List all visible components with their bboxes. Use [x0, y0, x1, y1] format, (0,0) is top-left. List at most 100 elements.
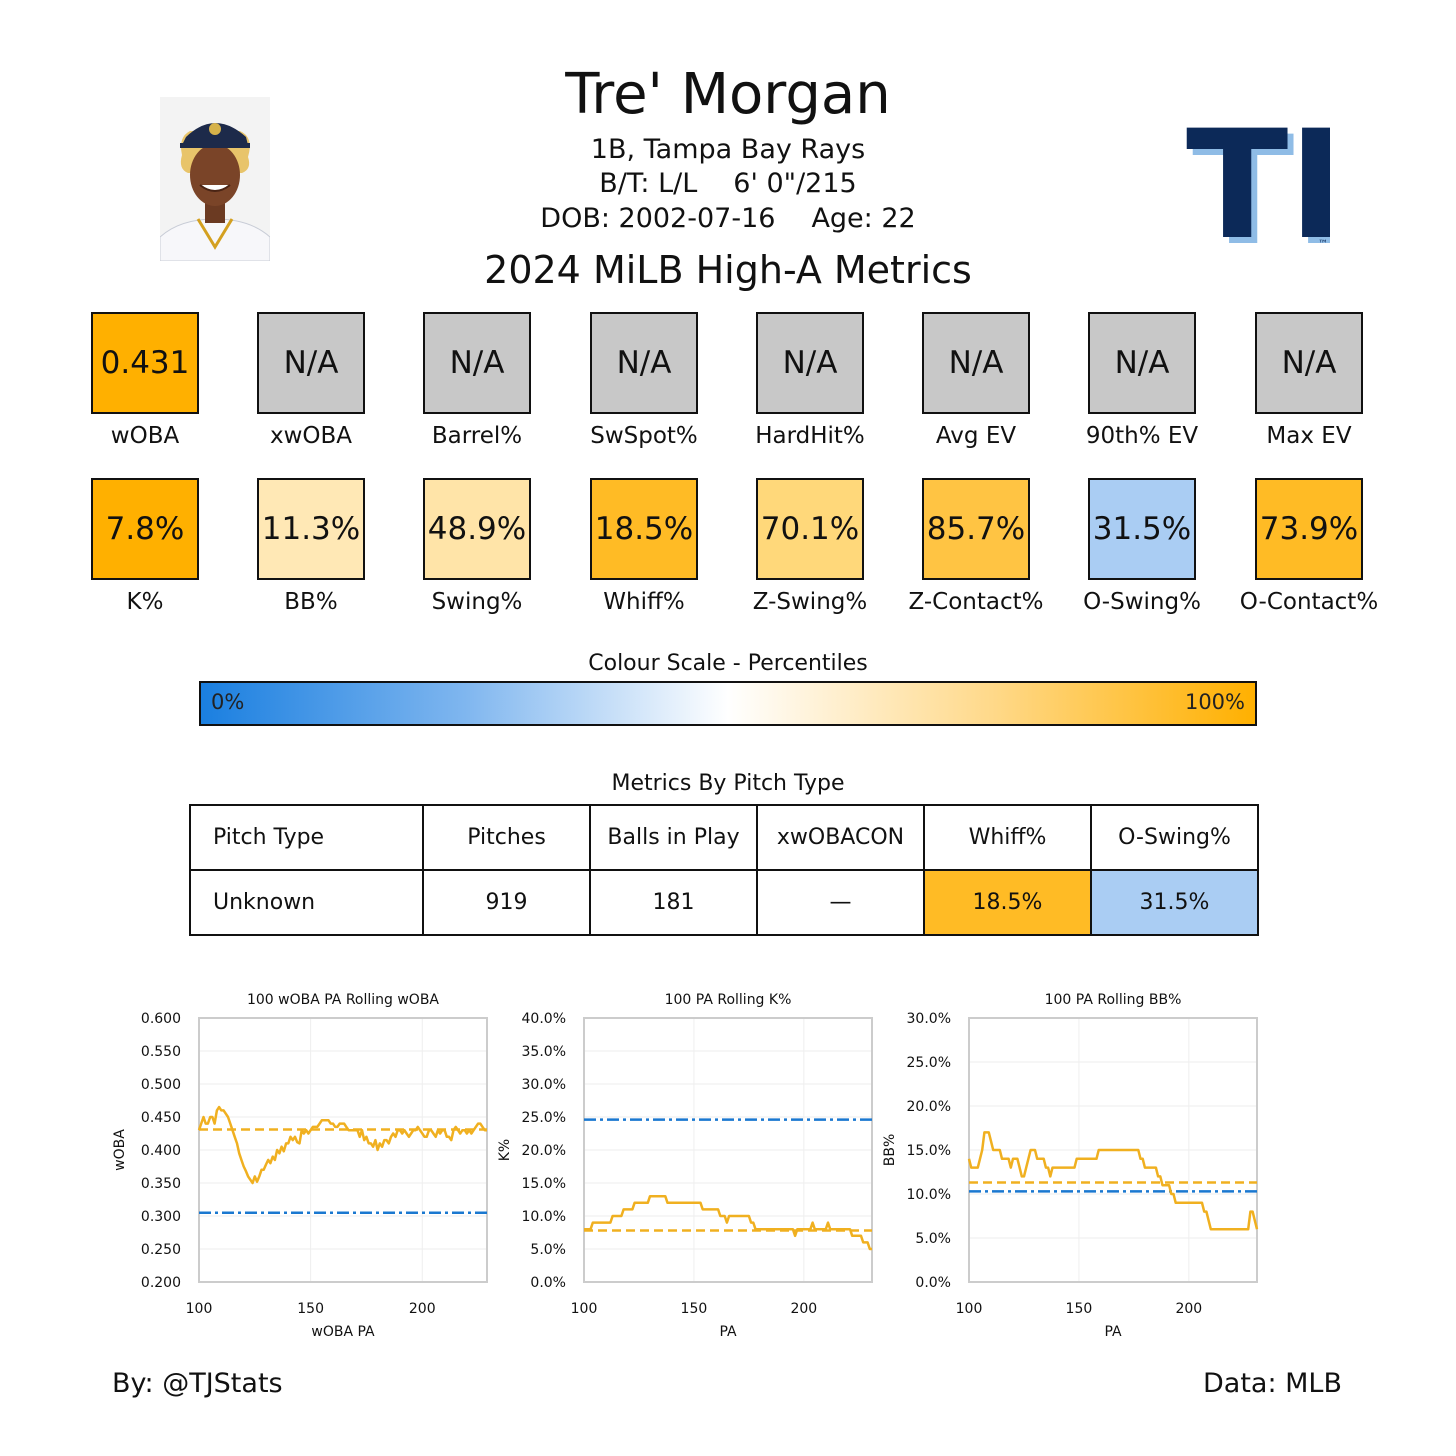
table-header-row: Pitch Type Pitches Balls in Play xwOBACO… [189, 804, 1259, 871]
metric-tile-label: xwOBA [269, 423, 353, 449]
color-scale-high-label: 100% [1184, 690, 1245, 714]
age: Age: 22 [811, 203, 916, 234]
metric-tile-label: Z-Contact% [908, 589, 1044, 615]
y-tick-label: 0.450 [141, 1110, 181, 1126]
color-scale-bar: 0% 100% [199, 681, 1257, 726]
metric-tile-label: K% [126, 589, 164, 615]
y-axis-label: wOBA [112, 1129, 128, 1171]
player-headshot [160, 97, 270, 261]
svg-text:™: ™ [1318, 239, 1328, 250]
metric-tile-label: Max EV [1266, 423, 1352, 449]
y-axis-label: K% [497, 1139, 513, 1161]
chart-title: 100 wOBA PA Rolling wOBA [247, 992, 439, 1008]
table-header-cell: O-Swing% [1090, 804, 1259, 871]
metric-tile-value: N/A [257, 312, 365, 414]
metric-tile-value: N/A [1255, 312, 1363, 414]
metric-tile-label: SwSpot% [590, 423, 698, 449]
y-tick-label: 0.350 [141, 1176, 181, 1192]
plot-frame [968, 1017, 1258, 1283]
metric-tile-value: 31.5% [1088, 478, 1196, 580]
y-tick-label: 0.500 [141, 1077, 181, 1093]
metric-tile-label: Whiff% [603, 589, 685, 615]
metric-tile-label: Z-Swing% [752, 589, 868, 615]
metric-tile-value: N/A [756, 312, 864, 414]
metric-tile-label: 90th% EV [1085, 423, 1199, 449]
rolling-charts: 0.200 0.250 0.300 0.350 0.400 0.450 0.500 0.550… [112, 992, 1259, 1340]
metric-tile-label: BB% [284, 589, 338, 615]
data-source: Data: MLB [1202, 1368, 1342, 1399]
svg-text:TB: TB [1186, 99, 1330, 255]
y-tick-label: 0.400 [141, 1143, 181, 1159]
table-cell: 919 [422, 869, 591, 936]
y-tick-label: 15.0% [522, 1176, 566, 1192]
y-tick-label: 0.200 [141, 1275, 181, 1291]
y-tick-label: 20.0% [907, 1099, 951, 1115]
chart-title: 100 PA Rolling BB% [1045, 992, 1182, 1008]
y-tick-label: 10.0% [907, 1187, 951, 1203]
x-tick-label: 150 [297, 1301, 324, 1317]
y-tick-label: 25.0% [907, 1055, 951, 1071]
y-tick-label: 0.250 [141, 1242, 181, 1258]
x-axis-label: wOBA PA [311, 1324, 375, 1340]
table-cell: — [756, 869, 925, 936]
x-tick-label: 200 [790, 1301, 817, 1317]
metric-tile-label: O-Swing% [1083, 589, 1201, 615]
rolling-series-line [967, 1131, 1259, 1231]
team-logo: TB TB ™ [1186, 99, 1330, 255]
author-credit: By: @TJStats [112, 1368, 283, 1399]
y-tick-label: 25.0% [522, 1110, 566, 1126]
metric-tile-value: N/A [1088, 312, 1196, 414]
y-tick-label: 35.0% [522, 1044, 566, 1060]
table-cell: Unknown [189, 869, 424, 936]
table-row: Unknown 919 181 — 18.5% 31.5% [189, 869, 1259, 936]
svg-text:TB: TB [1192, 105, 1330, 255]
metric-tile-value: 18.5% [590, 478, 698, 580]
metric-tile-label: Swing% [431, 589, 523, 615]
y-tick-label: 40.0% [522, 1011, 566, 1027]
plot-frame [583, 1017, 873, 1283]
y-tick-label: 20.0% [522, 1143, 566, 1159]
metric-tile-value: 73.9% [1255, 478, 1363, 580]
report-subtitle: 2024 MiLB High-A Metrics [484, 248, 972, 292]
chart-title: 100 PA Rolling K% [665, 992, 792, 1008]
y-tick-label: 15.0% [907, 1143, 951, 1159]
metric-tile-label: Barrel% [431, 423, 523, 449]
metric-tile-value: 11.3% [257, 478, 365, 580]
metric-tile-value: 0.431 [91, 312, 199, 414]
y-tick-label: 0.550 [141, 1044, 181, 1060]
y-tick-label: 0.300 [141, 1209, 181, 1225]
x-tick-label: 100 [956, 1301, 983, 1317]
y-tick-label: 0.0% [530, 1275, 566, 1291]
y-tick-label: 5.0% [915, 1231, 951, 1247]
table-cell: 31.5% [1090, 869, 1259, 936]
dob: DOB: 2002-07-16 [540, 203, 776, 234]
pitch-table-title: Metrics By Pitch Type [611, 771, 845, 796]
metric-tile-value: 85.7% [922, 478, 1030, 580]
metric-tile-label: wOBA [110, 423, 180, 449]
rolling-series-line [197, 1105, 487, 1185]
y-tick-label: 5.0% [530, 1242, 566, 1258]
color-scale-title: Colour Scale - Percentiles [588, 651, 868, 676]
table-cell: 181 [589, 869, 758, 936]
y-tick-label: 0.600 [141, 1011, 181, 1027]
pitch-type-table: Pitch Type Pitches Balls in Play xwOBACO… [189, 804, 1259, 936]
color-scale-low-label: 0% [211, 690, 245, 714]
table-header-cell: Balls in Play [589, 804, 758, 871]
metric-tile-value: 48.9% [423, 478, 531, 580]
table-header-cell: xwOBACON [756, 804, 925, 871]
x-tick-label: 150 [1066, 1301, 1093, 1317]
x-tick-label: 100 [186, 1301, 213, 1317]
player-name: Tre' Morgan [565, 62, 891, 127]
table-cell: 18.5% [923, 869, 1092, 936]
plot-frame [198, 1017, 488, 1283]
bats-throws-height-weight: B/T: L/L 6' 0"/215 [0, 168, 1456, 199]
table-header-cell: Whiff% [923, 804, 1092, 871]
x-axis-label: PA [1104, 1324, 1122, 1340]
y-tick-label: 30.0% [907, 1011, 951, 1027]
table-header-cell: Pitches [422, 804, 591, 871]
position-team: 1B, Tampa Bay Rays [590, 134, 866, 165]
rolling-series-line [584, 1194, 872, 1251]
y-tick-label: 0.0% [915, 1275, 951, 1291]
x-tick-label: 100 [571, 1301, 598, 1317]
metric-tile-label: O-Contact% [1239, 589, 1379, 615]
